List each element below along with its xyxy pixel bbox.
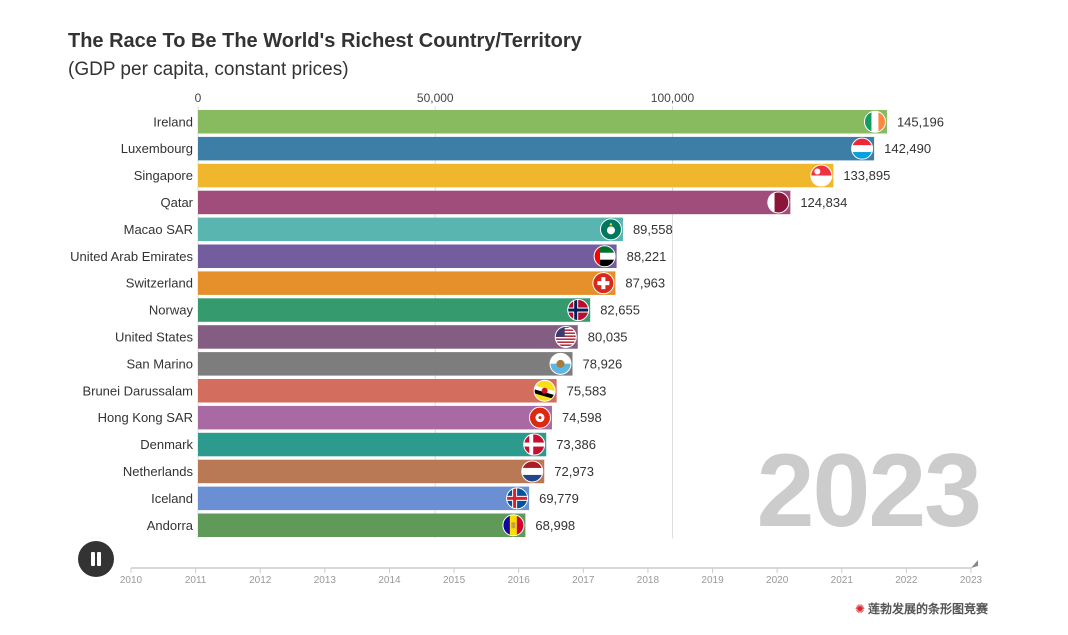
usa-flag-icon bbox=[554, 325, 577, 348]
ireland-flag-icon bbox=[863, 110, 886, 133]
value-label: 142,490 bbox=[884, 141, 931, 156]
bar bbox=[198, 513, 526, 537]
bar bbox=[198, 405, 552, 430]
timeline-handle[interactable] bbox=[971, 560, 978, 568]
category-label: Denmark bbox=[140, 437, 193, 452]
value-label: 124,834 bbox=[800, 195, 847, 210]
category-label: Andorra bbox=[147, 518, 194, 533]
timeline-year-label[interactable]: 2010 bbox=[120, 575, 143, 586]
bar bbox=[198, 298, 591, 322]
category-label: San Marino bbox=[127, 356, 193, 371]
category-label: Macao SAR bbox=[124, 222, 193, 237]
category-label: Hong Kong SAR bbox=[98, 410, 193, 425]
chart-subtitle: (GDP per capita, constant prices) bbox=[68, 59, 349, 80]
value-label: 69,779 bbox=[539, 491, 579, 506]
switzerland-flag-icon bbox=[592, 272, 615, 295]
iceland-flag-icon bbox=[506, 487, 529, 510]
value-label: 80,035 bbox=[588, 329, 628, 344]
timeline-year-label[interactable]: 2015 bbox=[443, 575, 466, 586]
category-label: Luxembourg bbox=[121, 141, 193, 156]
value-label: 72,973 bbox=[554, 464, 594, 479]
current-year-label: 2023 bbox=[756, 433, 982, 549]
bar bbox=[198, 271, 616, 295]
timeline-year-label[interactable]: 2020 bbox=[766, 575, 789, 586]
macao-flag-icon bbox=[599, 218, 622, 241]
andorra-flag-icon bbox=[502, 514, 525, 537]
bar bbox=[198, 379, 557, 403]
hong-kong-flag-icon bbox=[528, 406, 551, 429]
bar bbox=[198, 163, 834, 188]
logo-icon: ✺ bbox=[854, 602, 865, 616]
category-label: Qatar bbox=[160, 195, 193, 210]
timeline-year-label[interactable]: 2016 bbox=[508, 575, 531, 586]
value-label: 78,926 bbox=[583, 356, 623, 371]
value-label: 73,386 bbox=[556, 437, 596, 452]
timeline-year-label[interactable]: 2019 bbox=[701, 575, 724, 586]
luxembourg-flag-icon bbox=[851, 137, 874, 160]
category-label: Brunei Darussalam bbox=[82, 383, 193, 398]
bar bbox=[198, 136, 875, 161]
san-marino-flag-icon bbox=[549, 352, 572, 375]
qatar-flag-icon bbox=[767, 191, 790, 214]
brunei-flag-icon bbox=[533, 379, 556, 402]
value-label: 145,196 bbox=[897, 114, 944, 129]
category-label: United States bbox=[115, 329, 194, 344]
value-label: 87,963 bbox=[625, 276, 665, 291]
category-label: Switzerland bbox=[126, 276, 193, 291]
bar bbox=[198, 352, 573, 376]
pause-icon bbox=[91, 552, 95, 566]
category-label: Ireland bbox=[153, 114, 193, 129]
pause-button[interactable] bbox=[78, 541, 114, 577]
category-label: Iceland bbox=[151, 491, 193, 506]
timeline-year-label[interactable]: 2011 bbox=[185, 575, 207, 586]
netherlands-flag-icon bbox=[521, 460, 544, 483]
timeline-year-label[interactable]: 2017 bbox=[572, 575, 595, 586]
value-label: 74,598 bbox=[562, 410, 602, 425]
singapore-flag-icon bbox=[810, 164, 833, 187]
credit-label: ✺ 莲勃发展的条形图竞赛 bbox=[854, 602, 988, 616]
chart-title: The Race To Be The World's Richest Count… bbox=[68, 30, 582, 52]
value-label: 133,895 bbox=[843, 168, 890, 183]
norway-flag-icon bbox=[567, 299, 590, 322]
category-label: Norway bbox=[149, 303, 194, 318]
timeline-year-label[interactable]: 2014 bbox=[378, 575, 401, 586]
category-label: United Arab Emirates bbox=[70, 249, 193, 264]
bar bbox=[198, 486, 530, 511]
bar bbox=[198, 325, 578, 349]
bar bbox=[198, 110, 887, 134]
timeline-year-label[interactable]: 2012 bbox=[249, 575, 272, 586]
value-label: 82,655 bbox=[600, 303, 640, 318]
bar bbox=[198, 217, 623, 242]
value-label: 75,583 bbox=[567, 383, 607, 398]
timeline-year-label[interactable]: 2023 bbox=[960, 575, 983, 586]
timeline-year-label[interactable]: 2018 bbox=[637, 575, 660, 586]
bar bbox=[198, 190, 791, 215]
x-tick-label: 100,000 bbox=[651, 91, 695, 105]
value-label: 88,221 bbox=[627, 249, 667, 264]
value-label: 89,558 bbox=[633, 222, 673, 237]
x-tick-label: 0 bbox=[195, 91, 202, 105]
category-label: Netherlands bbox=[123, 464, 194, 479]
bar bbox=[198, 432, 547, 457]
denmark-flag-icon bbox=[523, 433, 546, 456]
value-label: 68,998 bbox=[535, 518, 575, 533]
timeline-year-label[interactable]: 2021 bbox=[831, 575, 854, 586]
uae-flag-icon bbox=[593, 245, 616, 268]
category-label: Singapore bbox=[134, 168, 193, 183]
timeline-year-label[interactable]: 2013 bbox=[314, 575, 337, 586]
timeline-year-label[interactable]: 2022 bbox=[895, 575, 918, 586]
x-tick-label: 50,000 bbox=[417, 91, 454, 105]
bar bbox=[198, 459, 545, 484]
bar bbox=[198, 244, 617, 268]
